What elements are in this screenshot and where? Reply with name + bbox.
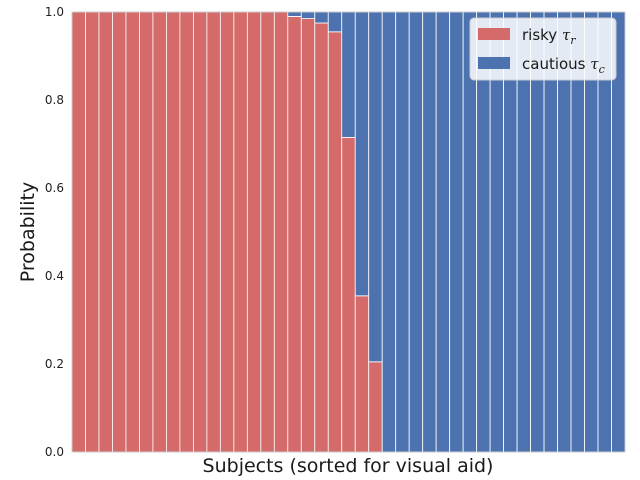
bar-cautious-28 <box>435 11 451 453</box>
legend: risky τr cautious τc <box>469 17 617 81</box>
bar-risky-11 <box>206 11 221 453</box>
bar-risky-19 <box>314 22 329 453</box>
bar-risky-3 <box>98 11 113 453</box>
bar-cautious-29 <box>449 11 464 453</box>
bar-risky-13 <box>233 11 248 453</box>
bar-risky-2 <box>85 11 100 453</box>
bar-risky-12 <box>219 11 235 453</box>
bar-risky-17 <box>287 15 302 453</box>
bar-cautious-19 <box>314 11 329 24</box>
bar-risky-9 <box>179 11 194 453</box>
y-tick-labels: 0.0 0.2 0.4 0.6 0.8 1.0 <box>45 5 64 459</box>
legend-label-risky: risky τr <box>522 26 576 47</box>
legend-swatch-risky <box>478 28 510 40</box>
bar-cautious-24 <box>381 11 397 453</box>
bar-cautious-17 <box>287 11 302 17</box>
bars <box>71 11 626 453</box>
bar-risky-21 <box>341 136 356 453</box>
bar-cautious-23 <box>368 11 383 363</box>
plot-frame <box>71 11 626 453</box>
bar-risky-8 <box>166 11 181 453</box>
legend-swatch-cautious <box>478 57 510 69</box>
bar-risky-22 <box>354 295 370 453</box>
bar-cautious-26 <box>408 11 424 453</box>
bar-risky-6 <box>139 11 154 453</box>
bar-risky-5 <box>125 11 140 453</box>
legend-label-cautious: cautious τc <box>522 55 605 76</box>
y-tick-label: 1.0 <box>45 5 64 19</box>
bar-cautious-22 <box>354 11 370 297</box>
bar-risky-14 <box>246 11 262 453</box>
bar-risky-4 <box>112 11 127 453</box>
y-tick-label: 0.8 <box>45 93 64 107</box>
bar-risky-16 <box>273 11 289 453</box>
bar-risky-20 <box>327 31 343 453</box>
x-axis-label: Subjects (sorted for visual aid) <box>203 455 494 477</box>
bar-risky-1 <box>71 11 86 453</box>
bar-risky-23 <box>368 361 383 453</box>
y-tick-label: 0.0 <box>45 445 64 459</box>
y-tick-label: 0.4 <box>45 269 64 283</box>
bar-cautious-20 <box>327 11 343 33</box>
bar-cautious-25 <box>395 11 410 453</box>
bar-cautious-18 <box>300 11 316 19</box>
bar-risky-15 <box>260 11 275 453</box>
bar-cautious-27 <box>422 11 437 453</box>
bar-cautious-21 <box>341 11 356 138</box>
y-tick-label: 0.2 <box>45 357 64 371</box>
bar-risky-7 <box>152 11 167 453</box>
bar-risky-10 <box>192 11 208 453</box>
y-axis-label: Probability <box>17 182 39 282</box>
y-tick-label: 0.6 <box>45 181 64 195</box>
bar-risky-18 <box>300 18 316 453</box>
